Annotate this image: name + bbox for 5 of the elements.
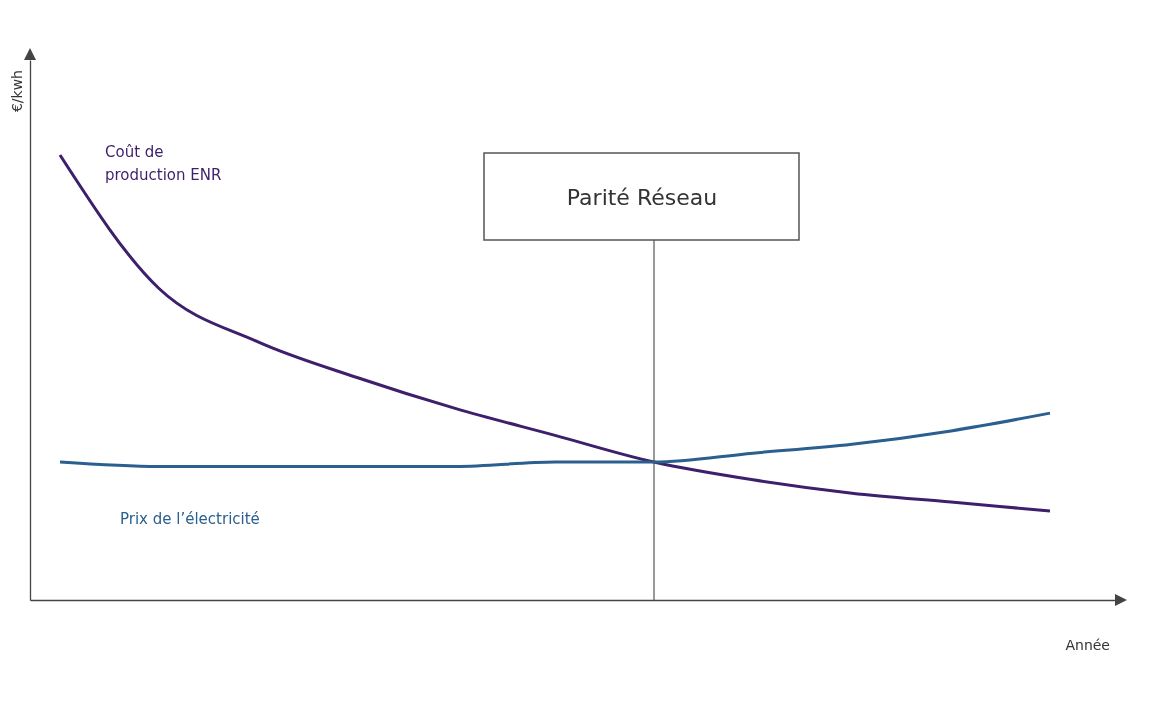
x-axis-title: Année	[1065, 637, 1110, 653]
text: Prix de l’électricité	[120, 510, 260, 529]
y-axis-title: €/kwh	[9, 70, 25, 113]
series-label: Coût de production ENR	[105, 143, 222, 184]
annotation: Parité Réseau	[566, 185, 718, 210]
